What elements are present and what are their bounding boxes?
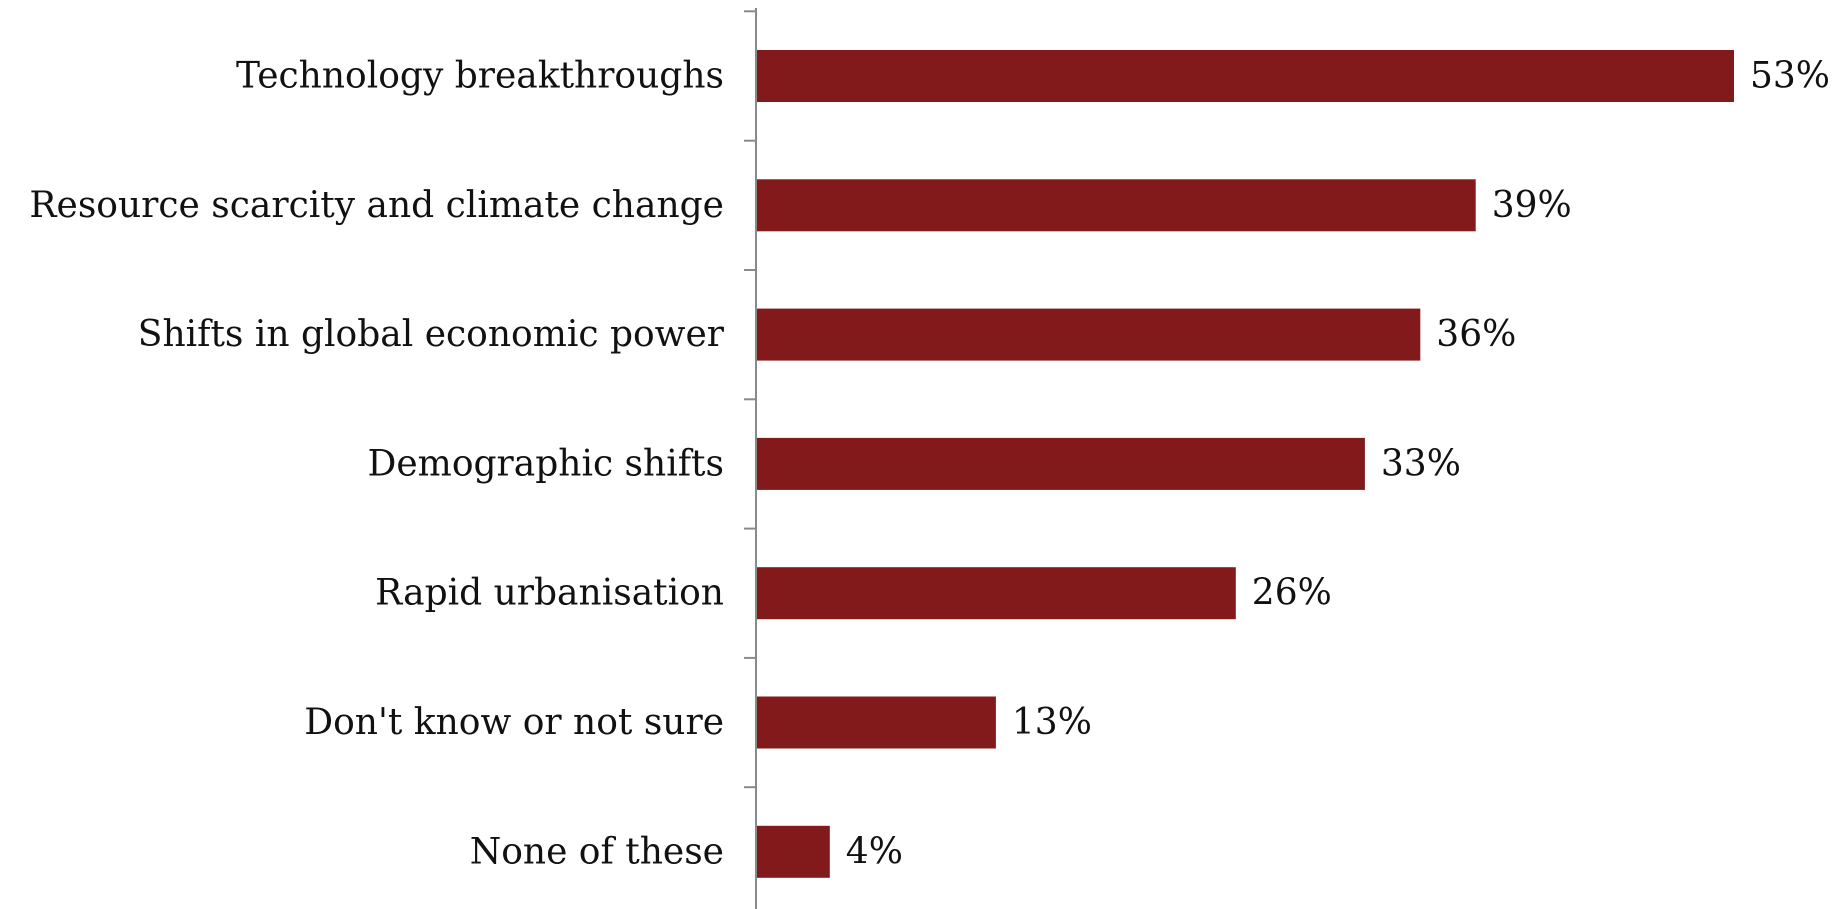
value-labels-layer: 53% 39% 36% 33% 26% 13% 4% (846, 56, 1830, 873)
category-label-none-of-these: None of these (470, 831, 724, 872)
value-label-none-of-these: 4% (846, 831, 903, 872)
bars-layer (756, 50, 1734, 878)
category-labels-layer: Technology breakthroughs Resource scarcit… (29, 56, 724, 873)
bar-none-of-these (756, 825, 830, 878)
value-label-resource-scarcity-and-climate-change: 39% (1492, 185, 1572, 226)
value-label-technology-breakthroughs: 53% (1750, 56, 1830, 97)
bar-shifts-in-global-economic-power (756, 308, 1421, 361)
category-label-shifts-in-global-economic-power: Shifts in global economic power (138, 314, 725, 355)
value-label-shifts-in-global-economic-power: 36% (1436, 314, 1516, 355)
bar-technology-breakthroughs (756, 50, 1734, 102)
category-axis (744, 8, 757, 909)
category-label-don-t-know-or-not-sure: Don't know or not sure (304, 702, 724, 743)
bar-resource-scarcity-and-climate-change (756, 179, 1476, 232)
category-label-resource-scarcity-and-climate-change: Resource scarcity and climate change (29, 185, 724, 226)
category-label-technology-breakthroughs: Technology breakthroughs (236, 56, 724, 97)
bar-rapid-urbanisation (756, 567, 1236, 620)
bar-demographic-shifts (756, 437, 1365, 490)
category-label-rapid-urbanisation: Rapid urbanisation (375, 573, 724, 614)
category-label-demographic-shifts: Demographic shifts (368, 443, 724, 484)
bar-don-t-know-or-not-sure (756, 696, 996, 749)
value-label-rapid-urbanisation: 26% (1252, 573, 1332, 614)
value-label-don-t-know-or-not-sure: 13% (1012, 702, 1092, 743)
value-label-demographic-shifts: 33% (1381, 443, 1461, 484)
